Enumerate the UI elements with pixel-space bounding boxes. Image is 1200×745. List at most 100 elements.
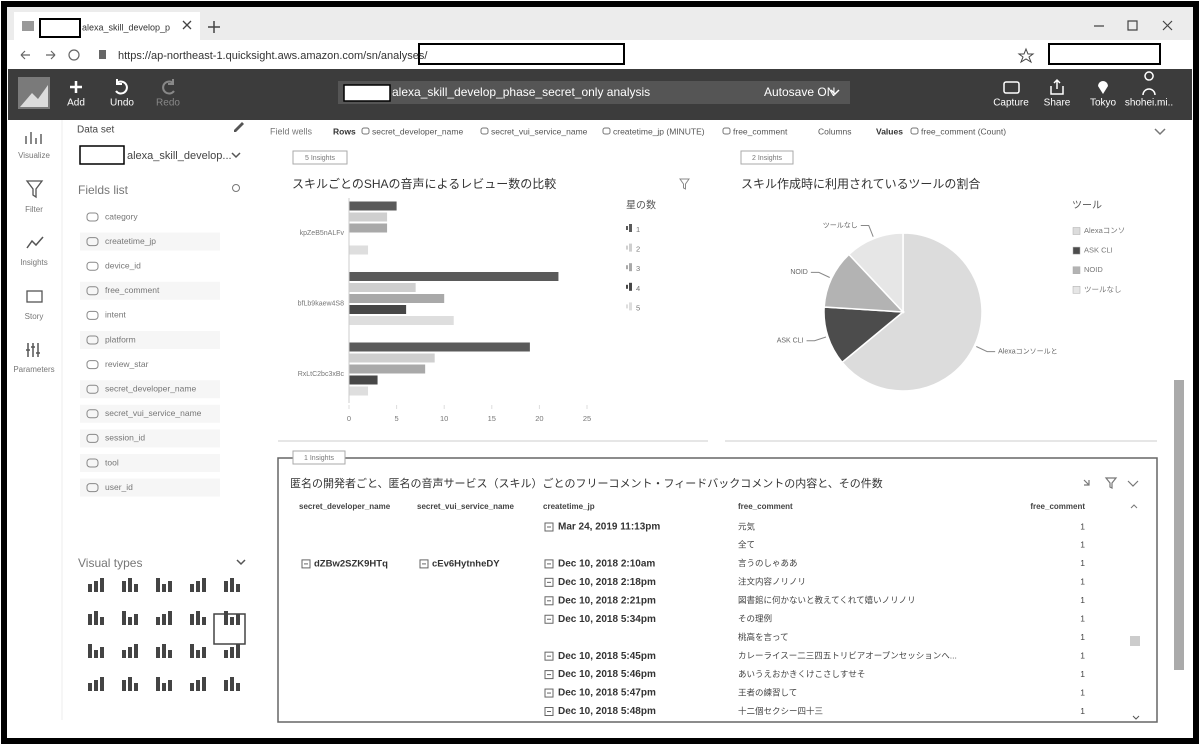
collapse-icon[interactable] — [544, 707, 554, 716]
new-tab[interactable] — [208, 21, 220, 33]
visual-type-icon[interactable] — [236, 614, 240, 625]
visual-type-icon[interactable] — [224, 581, 228, 592]
insights-badge[interactable] — [740, 150, 794, 165]
visual-type-icon[interactable] — [122, 680, 126, 691]
add-icon[interactable] — [70, 81, 82, 93]
redo-icon[interactable] — [162, 79, 175, 95]
visual-type-icon[interactable] — [190, 614, 194, 625]
bar[interactable] — [349, 364, 426, 374]
visual-type-icon[interactable] — [128, 617, 132, 625]
nav-item[interactable]: Filter — [25, 205, 43, 214]
visual-type-icon[interactable] — [230, 578, 234, 592]
visual-type-icon[interactable] — [162, 584, 166, 592]
edit-dataset[interactable] — [234, 122, 244, 132]
visual-type-icon[interactable] — [162, 683, 166, 691]
visual-type-icon[interactable] — [122, 611, 126, 625]
table-scroll-thumb[interactable] — [1130, 636, 1140, 646]
visual-type-icon[interactable] — [236, 584, 240, 592]
insights-badge-label[interactable]: 2 Insights — [752, 155, 782, 162]
pie-slice[interactable] — [823, 306, 905, 364]
tab-close[interactable] — [182, 20, 192, 30]
visual-type-icon[interactable] — [134, 584, 138, 592]
story-icon[interactable] — [26, 290, 43, 303]
analysis-name-box[interactable] — [338, 81, 850, 104]
field[interactable]: free_comment — [105, 285, 160, 295]
field[interactable]: intent — [105, 310, 126, 320]
redo-button[interactable]: Redo — [156, 98, 180, 109]
visual-type-icon[interactable] — [100, 647, 104, 658]
visual-type-icon[interactable] — [122, 581, 126, 592]
visual-type-icon[interactable] — [94, 581, 98, 592]
visual-type-icon[interactable] — [134, 614, 138, 625]
page-scrollbar[interactable] — [1174, 380, 1184, 670]
pie-slice[interactable] — [841, 232, 983, 392]
undo-button[interactable]: Undo — [110, 98, 134, 109]
insights-icon[interactable] — [26, 236, 44, 249]
window-controls[interactable] — [1094, 20, 1173, 31]
collapse-icon[interactable] — [544, 614, 554, 624]
visual-menu[interactable] — [1083, 477, 1139, 489]
selected-visual-type[interactable] — [213, 613, 246, 645]
bar[interactable] — [349, 201, 397, 211]
column-header[interactable]: createtime_jp — [543, 502, 595, 511]
user-icon[interactable] — [1142, 71, 1156, 96]
filter-icon[interactable] — [25, 180, 44, 199]
well-field[interactable]: free_comment (Count) — [921, 126, 1006, 136]
field[interactable]: session_id — [105, 433, 145, 443]
legend-label[interactable]: 5 — [636, 303, 640, 312]
visual-type-icon[interactable] — [122, 650, 126, 658]
bookmark-star[interactable] — [1017, 47, 1035, 64]
field[interactable]: device_id — [105, 260, 141, 270]
nav-item[interactable]: Parameters — [13, 365, 54, 374]
collapse-icon[interactable] — [544, 596, 554, 606]
share-button[interactable]: Share — [1044, 98, 1071, 109]
legend-label[interactable]: 3 — [636, 264, 640, 273]
legend-label[interactable]: NOID — [1084, 265, 1103, 274]
field[interactable]: user_id — [105, 482, 133, 492]
visual-type-icon[interactable] — [202, 677, 206, 691]
visual-type-icon[interactable] — [196, 581, 200, 592]
visual-type-icon[interactable] — [190, 644, 194, 658]
table-visual[interactable] — [277, 457, 1158, 723]
bar[interactable] — [349, 342, 530, 352]
visual-type-icon[interactable] — [236, 683, 240, 691]
visual-type-icon[interactable] — [156, 677, 160, 691]
filter-indicator[interactable] — [679, 178, 690, 190]
sort-indicator[interactable] — [1130, 504, 1138, 509]
parameters-icon[interactable] — [26, 343, 40, 357]
visual-type-icon[interactable] — [168, 680, 172, 691]
bar[interactable] — [349, 223, 388, 233]
visual-type-icon[interactable] — [94, 611, 98, 625]
capture-icon[interactable] — [1003, 81, 1020, 94]
field[interactable]: platform — [105, 334, 136, 344]
nav-item[interactable]: Insights — [20, 258, 48, 267]
nav-item[interactable]: Visualize — [18, 151, 50, 160]
visual-type-icon[interactable] — [230, 677, 234, 691]
visual-type-icon[interactable] — [230, 617, 234, 625]
region-button[interactable]: Tokyo — [1090, 98, 1117, 109]
collapse-icon[interactable] — [544, 670, 554, 680]
collapse-icon[interactable] — [544, 522, 554, 532]
visual-type-icon[interactable] — [134, 683, 138, 691]
visual-type-icon[interactable] — [196, 680, 200, 691]
collapse-icon[interactable] — [419, 559, 429, 569]
scroll-down[interactable] — [1132, 715, 1140, 720]
visual-type-icon[interactable] — [100, 677, 104, 691]
column-header[interactable]: free_comment — [1030, 502, 1085, 511]
legend-label[interactable]: Alexaコンソ — [1084, 226, 1125, 235]
visual-type-icon[interactable] — [88, 614, 92, 625]
user-button[interactable]: shohei.mi.. — [1125, 98, 1173, 109]
legend-label[interactable]: ASK CLI — [1084, 246, 1113, 255]
field-wells-caret[interactable] — [1154, 128, 1166, 136]
bar[interactable] — [349, 316, 454, 325]
insights-badge-label[interactable]: 1 Insights — [304, 455, 334, 462]
visual-type-icon[interactable] — [94, 680, 98, 691]
visual-type-icon[interactable] — [224, 680, 228, 691]
collapse-icon[interactable] — [544, 688, 554, 698]
bar[interactable] — [349, 386, 369, 396]
visual-type-icon[interactable] — [88, 584, 92, 592]
visual-type-icon[interactable] — [94, 650, 98, 658]
field[interactable]: tool — [105, 457, 119, 467]
visual-types-caret[interactable] — [236, 559, 246, 566]
share-icon[interactable] — [1050, 78, 1064, 95]
